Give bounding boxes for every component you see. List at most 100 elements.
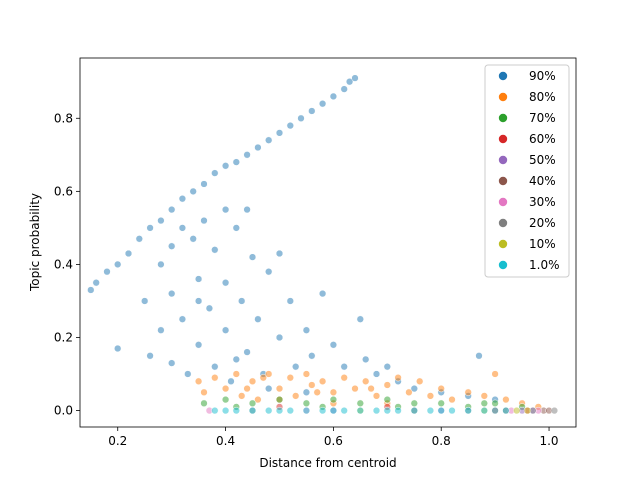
scatter-point — [157, 260, 165, 269]
scatter-point — [227, 377, 235, 385]
scatter-point — [297, 114, 305, 122]
scatter-point — [308, 352, 316, 360]
scatter-point — [329, 388, 338, 396]
scatter-point — [114, 260, 122, 269]
scatter-point — [221, 406, 230, 415]
scatter-point — [221, 205, 230, 214]
scatter-point — [275, 395, 284, 404]
scatter-point — [92, 279, 100, 287]
scatter-point — [205, 304, 214, 312]
scatter-point — [302, 370, 311, 378]
scatter-point — [178, 315, 187, 323]
scatter-point — [383, 381, 391, 389]
legend-label: 80% — [529, 90, 556, 104]
scatter-point — [157, 326, 165, 334]
scatter-point — [523, 406, 532, 415]
scatter-point — [410, 406, 418, 415]
scatter-point — [340, 406, 348, 415]
legend-label: 40% — [529, 174, 556, 188]
scatter-point — [243, 348, 251, 356]
scatter-point — [308, 107, 316, 115]
scatter-point — [211, 169, 219, 177]
x-tick-label: 0.6 — [324, 434, 343, 448]
x-tick-label: 1.0 — [539, 434, 558, 448]
legend-marker — [498, 113, 508, 123]
scatter-point — [254, 315, 262, 323]
y-tick-label: 0.0 — [54, 404, 73, 418]
scatter-point — [254, 395, 262, 404]
scatter-point — [259, 374, 267, 382]
scatter-point — [168, 359, 176, 367]
scatter-point — [372, 392, 381, 400]
scatter-point — [437, 384, 445, 393]
legend-marker — [498, 134, 508, 144]
scatter-point — [292, 363, 300, 371]
scatter-point — [87, 286, 95, 294]
scatter-point — [329, 406, 338, 415]
y-tick-label: 0.6 — [54, 184, 73, 198]
scatter-point — [362, 377, 370, 385]
scatter-point — [405, 388, 413, 396]
scatter-point — [286, 374, 294, 382]
legend-label: 1.0% — [529, 258, 560, 272]
scatter-point — [243, 205, 251, 214]
plot-frame — [79, 57, 577, 428]
scatter-point — [550, 406, 559, 415]
scatter-point — [318, 289, 327, 298]
scatter-point — [410, 384, 418, 393]
legend-marker — [498, 155, 508, 165]
scatter-point — [448, 406, 456, 415]
x-axis-label: Distance from centroid — [259, 456, 396, 470]
scatter-point — [356, 406, 364, 415]
scatter-point — [248, 399, 257, 407]
scatter-point — [232, 224, 240, 232]
y-tick-label: 0.2 — [54, 330, 73, 344]
scatter-point — [394, 374, 402, 382]
scatter-point — [200, 388, 208, 396]
scatter-point — [275, 406, 284, 415]
scatter-point — [254, 143, 262, 152]
scatter-point — [286, 406, 294, 415]
scatter-point — [464, 388, 472, 396]
scatter-point — [168, 289, 176, 298]
scatter-point — [265, 136, 273, 144]
scatter-point — [275, 249, 284, 258]
scatter-point — [302, 399, 311, 407]
scatter-point — [232, 158, 240, 166]
legend-label: 60% — [529, 132, 556, 146]
scatter-point — [141, 297, 149, 305]
scatter-point — [200, 216, 208, 225]
scatter-point — [286, 121, 294, 130]
legend-label: 20% — [529, 216, 556, 230]
scatter-point — [329, 92, 338, 101]
scatter-point — [248, 377, 257, 385]
scatter-point — [410, 399, 418, 407]
legend-items: 90% 80% 70% 60% 50% 40% 30% 20% 10% 1.0% — [498, 69, 560, 272]
scatter-point — [394, 406, 402, 415]
scatter-point — [286, 297, 294, 305]
scatter-point — [448, 395, 456, 404]
scatter-point — [232, 406, 240, 415]
legend-marker — [498, 197, 508, 207]
scatter-point — [351, 384, 359, 393]
scatter-point — [367, 384, 375, 393]
legend-label: 50% — [529, 153, 556, 167]
legend-label: 30% — [529, 195, 556, 209]
scatter-point — [200, 180, 208, 188]
scatter-point — [308, 381, 316, 389]
scatter-point — [491, 399, 499, 407]
legend-label: 70% — [529, 111, 556, 125]
scatter-point — [480, 399, 488, 407]
scatter-point — [221, 326, 230, 334]
scatter-point — [480, 392, 488, 400]
scatter-point — [232, 370, 240, 378]
scatter-point — [340, 363, 348, 371]
scatter-point — [232, 355, 240, 364]
scatter-point — [103, 268, 111, 276]
scatter-point — [265, 268, 273, 276]
scatter-point — [351, 74, 359, 82]
scatter-point — [200, 399, 208, 407]
scatter-point — [194, 377, 203, 385]
scatter-point — [189, 235, 197, 243]
